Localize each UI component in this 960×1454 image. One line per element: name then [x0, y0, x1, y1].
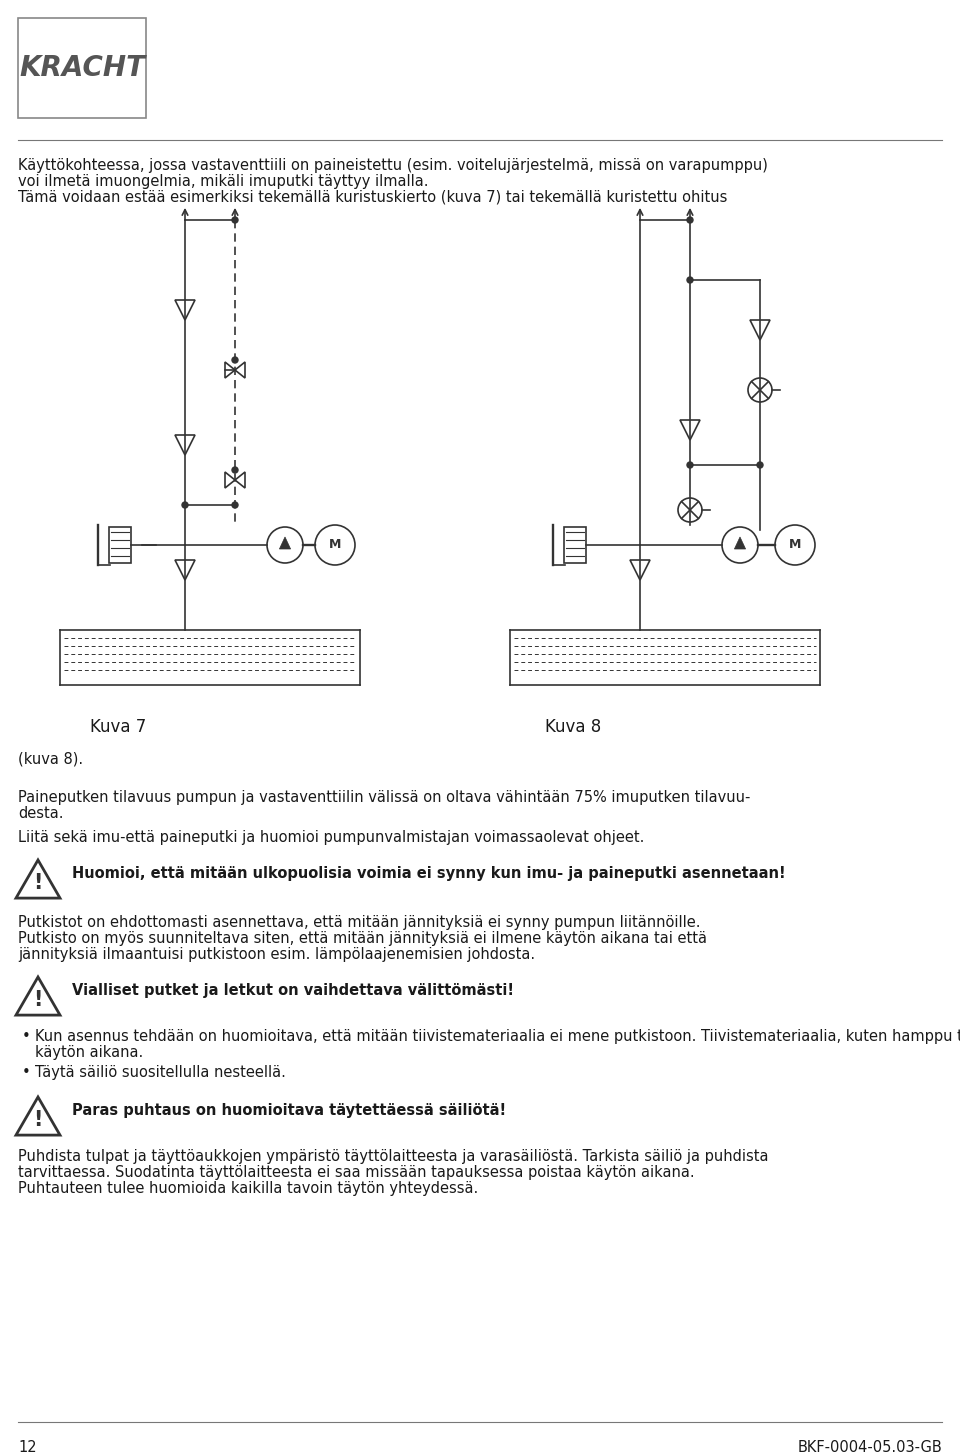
Text: Paineputken tilavuus pumpun ja vastaventtiilin välissä on oltava vähintään 75% i: Paineputken tilavuus pumpun ja vastavent…: [18, 790, 751, 806]
Polygon shape: [235, 473, 245, 489]
Polygon shape: [279, 537, 291, 550]
Text: Puhdista tulpat ja täyttöaukkojen ympäristö täyttölaitteesta ja varasäiliöstä. T: Puhdista tulpat ja täyttöaukkojen ympäri…: [18, 1149, 769, 1165]
Text: Täytä säiliö suositellulla nesteellä.: Täytä säiliö suositellulla nesteellä.: [35, 1064, 286, 1080]
Circle shape: [267, 526, 303, 563]
Bar: [564, 526, 586, 563]
Circle shape: [232, 467, 238, 473]
Circle shape: [315, 525, 355, 566]
Text: desta.: desta.: [18, 806, 63, 822]
Polygon shape: [750, 320, 770, 340]
Circle shape: [232, 358, 238, 364]
Bar: [18, 17, 146, 118]
Polygon shape: [225, 473, 235, 489]
Text: Tämä voidaan estää esimerkiksi tekemällä kuristuskierto (kuva 7) tai tekemällä k: Tämä voidaan estää esimerkiksi tekemällä…: [18, 190, 728, 205]
Circle shape: [757, 462, 763, 468]
Bar: [109, 526, 131, 563]
Circle shape: [687, 217, 693, 222]
Circle shape: [687, 462, 693, 468]
Text: käytön aikana.: käytön aikana.: [35, 1045, 143, 1060]
Polygon shape: [175, 435, 195, 455]
Polygon shape: [235, 362, 245, 378]
Circle shape: [182, 502, 188, 507]
Polygon shape: [734, 537, 746, 550]
Text: •: •: [22, 1029, 31, 1044]
Text: !: !: [34, 872, 42, 893]
Text: Huomioi, että mitään ulkopuolisia voimia ei synny kun imu- ja paineputki asennet: Huomioi, että mitään ulkopuolisia voimia…: [72, 867, 785, 881]
Polygon shape: [16, 1096, 60, 1136]
Text: voi ilmetä imuongelmia, mikäli imuputki täyttyy ilmalla.: voi ilmetä imuongelmia, mikäli imuputki …: [18, 174, 428, 189]
Text: M: M: [789, 538, 802, 551]
Text: BKF-0004-05.03-GB: BKF-0004-05.03-GB: [797, 1439, 942, 1454]
Text: jännityksiä ilmaantuisi putkistoon esim. lämpölaajenemisien johdosta.: jännityksiä ilmaantuisi putkistoon esim.…: [18, 947, 535, 963]
Polygon shape: [16, 977, 60, 1015]
Polygon shape: [16, 859, 60, 899]
Text: Kuva 7: Kuva 7: [90, 718, 146, 736]
Text: !: !: [34, 1109, 42, 1130]
Polygon shape: [175, 300, 195, 320]
Text: Liitä sekä imu-että paineputki ja huomioi pumpunvalmistajan voimassaolevat ohjee: Liitä sekä imu-että paineputki ja huomio…: [18, 830, 644, 845]
Text: Puhtauteen tulee huomioida kaikilla tavoin täytön yhteydessä.: Puhtauteen tulee huomioida kaikilla tavo…: [18, 1181, 478, 1197]
Text: Putkistot on ehdottomasti asennettava, että mitään jännityksiä ei synny pumpun l: Putkistot on ehdottomasti asennettava, e…: [18, 915, 701, 931]
Polygon shape: [630, 560, 650, 580]
Polygon shape: [175, 560, 195, 580]
Polygon shape: [680, 420, 700, 441]
Text: M: M: [329, 538, 341, 551]
Circle shape: [775, 525, 815, 566]
Circle shape: [687, 278, 693, 284]
Circle shape: [232, 502, 238, 507]
Text: tarvittaessa. Suodatinta täyttölaitteesta ei saa missään tapauksessa poistaa käy: tarvittaessa. Suodatinta täyttölaitteest…: [18, 1165, 695, 1181]
Text: !: !: [34, 990, 42, 1011]
Text: KRACHT: KRACHT: [19, 54, 145, 81]
Text: Käyttökohteessa, jossa vastaventtiili on paineistettu (esim. voitelujärjestelmä,: Käyttökohteessa, jossa vastaventtiili on…: [18, 158, 768, 173]
Circle shape: [722, 526, 758, 563]
Text: Paras puhtaus on huomioitava täytettäessä säiliötä!: Paras puhtaus on huomioitava täytettäess…: [72, 1104, 506, 1118]
Text: Putkisto on myös suunniteltava siten, että mitään jännityksiä ei ilmene käytön a: Putkisto on myös suunniteltava siten, et…: [18, 931, 707, 947]
Polygon shape: [225, 362, 235, 378]
Circle shape: [232, 217, 238, 222]
Text: 12: 12: [18, 1439, 36, 1454]
Text: (kuva 8).: (kuva 8).: [18, 752, 84, 768]
Text: Kun asennus tehdään on huomioitava, että mitään tiivistemateriaalia ei mene putk: Kun asennus tehdään on huomioitava, että…: [35, 1029, 960, 1044]
Text: Kuva 8: Kuva 8: [545, 718, 601, 736]
Text: Vialliset putket ja letkut on vaihdettava välittömästi!: Vialliset putket ja letkut on vaihdettav…: [72, 983, 514, 997]
Text: •: •: [22, 1064, 31, 1080]
